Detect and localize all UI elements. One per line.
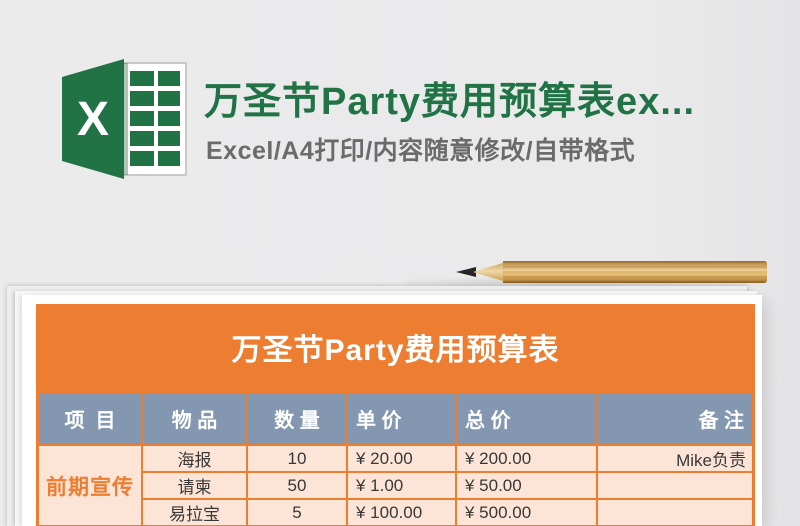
cell-note [598,473,752,498]
column-header-note: 备 注 [598,393,752,444]
cell-unit-price: ¥ 20.00 [348,446,455,471]
cell-unit-price: ¥ 1.00 [348,473,455,498]
pencil-body [503,261,767,283]
group-label-early-promotion: 前期宣传 [39,446,141,525]
budget-table: 项 目 物 品 数 量 单 价 总 价 备 注 前期宣传 海报 10 ¥ 20.… [36,390,755,526]
column-header-total-price: 总 价 [457,393,596,444]
pencil-graphite-tip [456,267,476,277]
cell-item: 请柬 [143,473,246,498]
template-subtitle: Excel/A4打印/内容随意修改/自带格式 [206,137,636,165]
pencil-image [456,261,767,283]
cell-quantity: 5 [248,500,346,525]
paper-sheet: 万圣节Party费用预算表 项 目 物 品 数 量 单 价 总 价 备 注 前期… [22,295,762,526]
cell-note: Mike负责 [598,446,752,471]
column-header-item: 物 品 [143,393,246,444]
excel-logo-icon: X [62,59,187,179]
excel-logo-letter: X [77,93,109,146]
cell-total-price: ¥ 200.00 [457,446,596,471]
cell-total-price: ¥ 50.00 [457,473,596,498]
column-header-unit-price: 单 价 [348,393,455,444]
pencil-wood-cone [473,262,506,282]
cell-total-price: ¥ 500.00 [457,500,596,525]
cell-note [598,500,752,525]
cell-quantity: 10 [248,446,346,471]
column-header-quantity: 数 量 [248,393,346,444]
table-banner-title: 万圣节Party费用预算表 [231,334,560,367]
cell-item: 易拉宝 [143,500,246,525]
cell-unit-price: ¥ 100.00 [348,500,455,525]
template-title: 万圣节Party费用预算表ex... [204,81,695,123]
cell-quantity: 50 [248,473,346,498]
column-header-project: 项 目 [39,393,141,444]
cell-item: 海报 [143,446,246,471]
table-banner: 万圣节Party费用预算表 [36,304,755,390]
